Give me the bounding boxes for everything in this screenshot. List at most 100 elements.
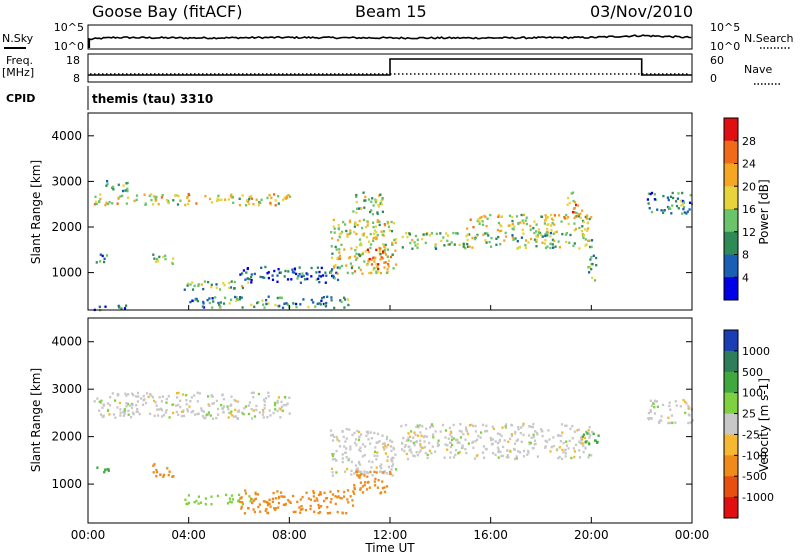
colorbar-swatch [724,254,738,278]
heatmap-cell [349,229,352,232]
heatmap-cell [123,408,126,411]
heatmap-cell [468,245,471,248]
heatmap-cell [435,232,438,235]
heatmap-cell [240,296,243,299]
heatmap-cell [408,449,411,452]
heatmap-cell [654,399,657,402]
heatmap-cell [377,267,380,271]
heatmap-cell [331,454,335,458]
heatmap-cell [409,241,412,245]
heatmap-cell [509,224,512,227]
heatmap-cell [496,441,500,445]
heatmap-cell [410,451,413,454]
heatmap-cell [197,412,200,415]
heatmap-cell [392,222,395,225]
heatmap-cell [498,433,501,436]
heatmap-cell [299,508,302,511]
heatmap-cell [200,407,203,410]
heatmap-cell [357,438,361,442]
colorbar-tick-label: 4 [742,271,749,284]
heatmap-cell [360,243,363,247]
heatmap-cell [341,460,344,464]
heatmap-cell [263,306,266,309]
heatmap-cell [339,299,342,302]
heatmap-cell [346,498,349,501]
heatmap-cell [193,501,196,504]
heatmap-cell [350,473,353,476]
heatmap-cell [583,436,587,439]
y-tick-label: 3000 [51,382,82,396]
heatmap-cell [331,274,334,278]
heatmap-cell [670,414,673,417]
heatmap-cell [345,437,348,440]
heatmap-cell [227,198,230,201]
heatmap-cell [522,449,526,453]
heatmap-cell [206,413,209,416]
colorbar-swatch [724,476,738,498]
heatmap-cell [365,236,368,239]
heatmap-cell [688,208,691,211]
heatmap-cell [242,412,245,416]
heatmap-cell [475,235,478,238]
heatmap-cell [497,215,500,218]
y-tick-label: 2000 [51,430,82,444]
heatmap-cell [248,401,251,404]
heatmap-cell [343,306,346,309]
heatmap-cell [268,409,271,412]
heatmap-cell [136,391,140,395]
heatmap-cell [221,407,224,410]
heatmap-cell [519,221,522,224]
heatmap-cell [356,474,359,477]
heatmap-cell [227,407,230,411]
heatmap-cell [187,494,190,497]
heatmap-cell [336,257,339,260]
heatmap-cell [299,281,302,284]
heatmap-cell [507,456,510,459]
heatmap-cell [666,205,670,209]
heatmap-cell [415,440,418,443]
heatmap-cell [401,442,404,445]
heatmap-cell [350,469,353,472]
heatmap-cell [586,432,589,435]
heatmap-cell [682,207,685,211]
heatmap-cell [565,240,568,244]
heatmap-cell [186,282,189,285]
heatmap-cell [241,411,244,414]
heatmap-cell [428,234,432,237]
heatmap-cell [95,202,98,206]
heatmap-cell [328,511,331,515]
heatmap-cell [674,421,677,424]
heatmap-cell [422,233,425,236]
heatmap-cell [387,259,390,262]
heatmap-cell [185,394,188,397]
heatmap-cell [536,233,539,237]
heatmap-cell [369,246,372,250]
heatmap-cell [362,232,366,235]
heatmap-cell [318,280,321,284]
heatmap-cell [590,245,593,249]
heatmap-cell [582,236,585,240]
heatmap-cell [497,450,500,454]
heatmap-cell [466,432,470,436]
heatmap-cell [515,215,519,218]
heatmap-cell [340,230,344,234]
heatmap-cell [587,239,590,242]
heatmap-cell [373,470,376,474]
heatmap-cell [262,398,266,401]
heatmap-cell [567,447,570,450]
heatmap-cell [543,242,546,245]
heatmap-cell [589,258,592,261]
heatmap-cell [370,437,373,440]
heatmap-cell [594,439,597,442]
heatmap-cell [544,214,547,217]
heatmap-cell [104,203,107,207]
x-tick-label: 20:00 [574,528,609,542]
heatmap-cell [425,233,428,236]
heatmap-cell [150,394,153,397]
colorbar-tick-label: 500 [742,366,763,379]
heatmap-cell [276,296,279,300]
heatmap-cell [684,400,687,403]
heatmap-cell [296,500,299,504]
heatmap-cell [380,466,383,470]
